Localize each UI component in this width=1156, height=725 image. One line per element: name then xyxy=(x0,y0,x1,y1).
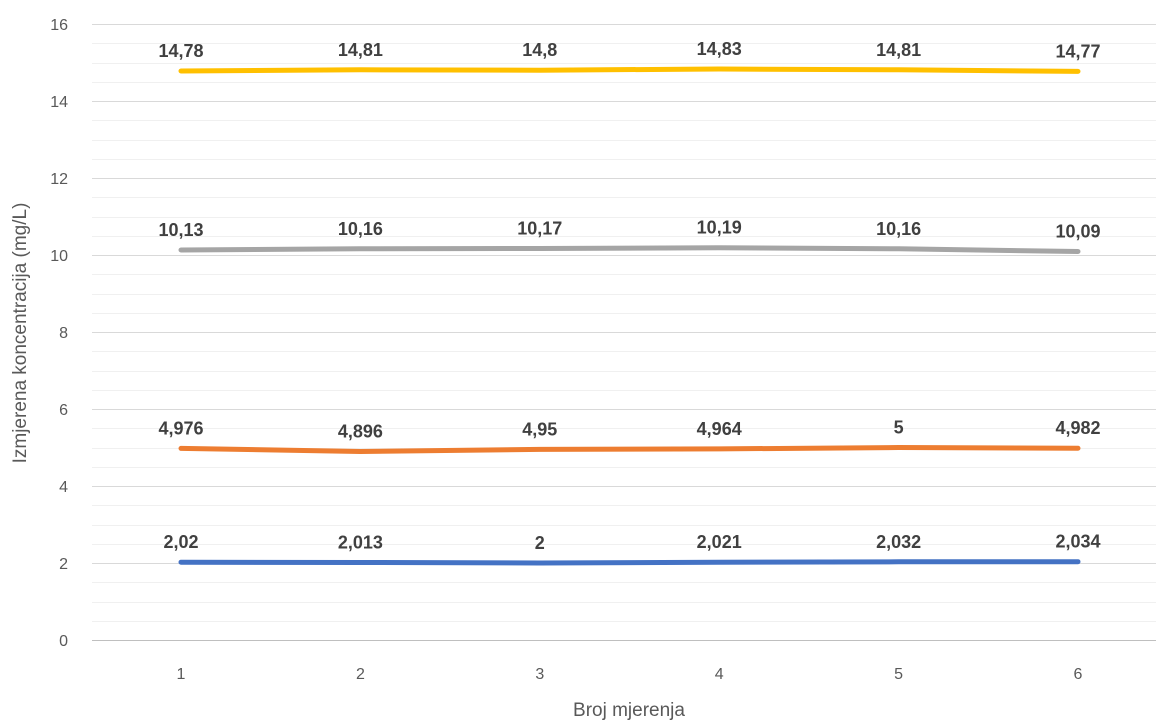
x-tick-label: 5 xyxy=(894,666,903,683)
data-label: 4,896 xyxy=(338,422,383,442)
series-line-4 xyxy=(178,66,1081,74)
data-label: 10,17 xyxy=(517,218,562,238)
y-tick-label: 6 xyxy=(59,402,68,419)
data-label: 4,95 xyxy=(522,419,557,439)
data-label: 10,13 xyxy=(158,220,203,240)
data-label: 4,976 xyxy=(158,418,203,438)
data-label: 2,032 xyxy=(876,532,921,552)
series-lines xyxy=(178,66,1081,566)
y-tick-label: 10 xyxy=(50,248,68,265)
series-line-2 xyxy=(178,445,1081,454)
data-label: 10,16 xyxy=(876,219,921,239)
data-label: 10,09 xyxy=(1055,222,1100,242)
x-tick-label: 2 xyxy=(356,666,365,683)
y-axis-title: Izmjerena koncentracija (mg/L) xyxy=(10,203,31,464)
x-tick-label: 1 xyxy=(177,666,186,683)
data-label: 5 xyxy=(894,418,904,438)
data-label: 14,81 xyxy=(876,40,921,60)
data-label: 4,964 xyxy=(697,419,742,439)
data-label: 14,83 xyxy=(697,39,742,59)
gridlines xyxy=(92,24,1156,641)
y-tick-label: 4 xyxy=(59,479,68,496)
data-label: 2,021 xyxy=(697,532,742,552)
series-line-1 xyxy=(178,559,1081,566)
y-tick-label: 8 xyxy=(59,325,68,342)
data-label: 2,034 xyxy=(1055,532,1100,552)
data-label: 2 xyxy=(535,533,545,553)
data-label: 2,02 xyxy=(163,532,198,552)
x-tick-label: 6 xyxy=(1074,666,1083,683)
y-tick-label: 14 xyxy=(50,94,68,111)
y-axis-ticks: 0 2 4 6 8 10 12 14 16 xyxy=(50,17,68,650)
data-label: 14,8 xyxy=(522,40,557,60)
y-tick-label: 2 xyxy=(59,556,68,573)
data-label: 10,19 xyxy=(697,218,742,238)
x-axis-ticks: 1 2 3 4 5 6 xyxy=(177,666,1083,683)
data-label: 14,77 xyxy=(1055,41,1100,61)
data-label: 14,81 xyxy=(338,40,383,60)
y-tick-label: 12 xyxy=(50,171,68,188)
y-tick-label: 16 xyxy=(50,17,68,34)
x-tick-label: 4 xyxy=(715,666,724,683)
data-label: 14,78 xyxy=(158,41,203,61)
data-label: 10,16 xyxy=(338,219,383,239)
x-tick-label: 3 xyxy=(535,666,544,683)
data-labels: 2,02 2,013 2 2,021 2,032 2,034 4,976 4,896 4,95 4… xyxy=(158,39,1100,553)
x-axis-title: Broj mjerenja xyxy=(573,700,685,721)
data-label: 2,013 xyxy=(338,532,383,552)
data-label: 4,982 xyxy=(1055,418,1100,438)
series-line-3 xyxy=(178,245,1081,254)
y-tick-label: 0 xyxy=(59,633,68,650)
